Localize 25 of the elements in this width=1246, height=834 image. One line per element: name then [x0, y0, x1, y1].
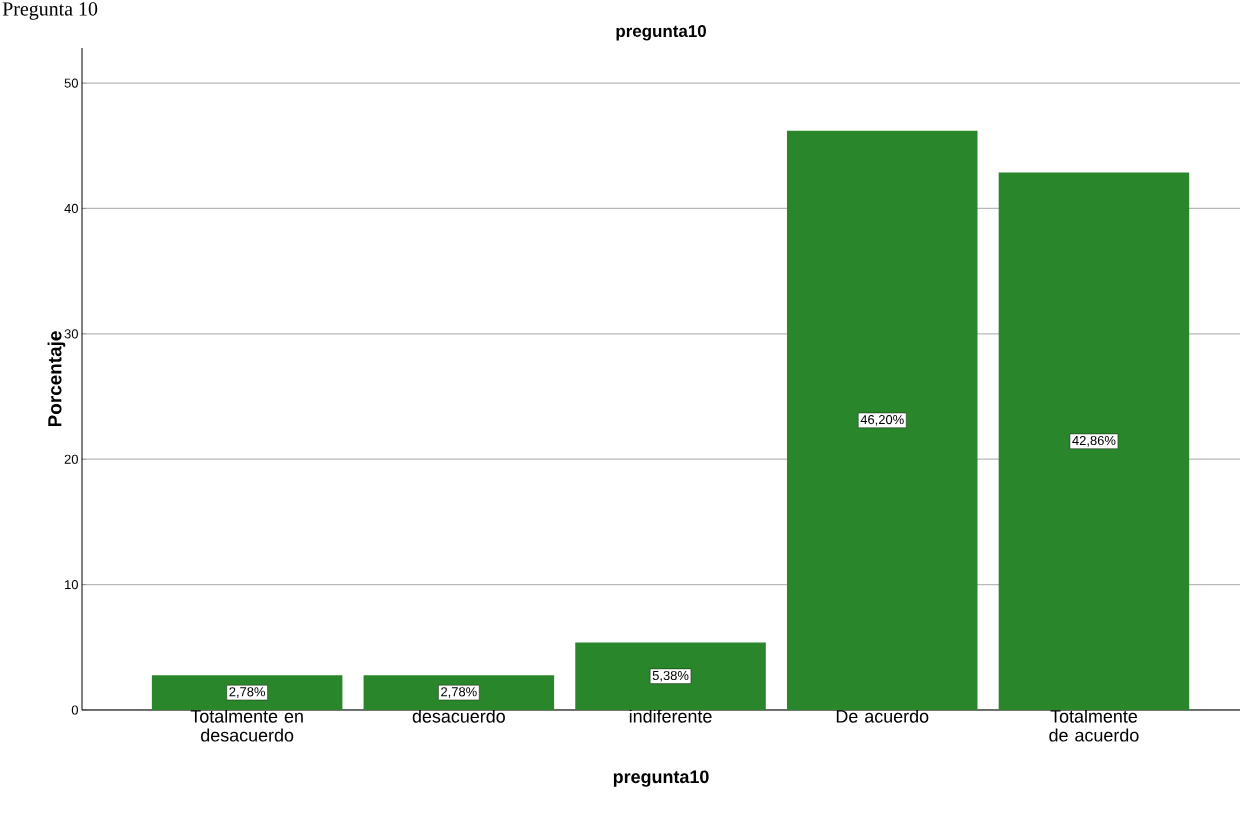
x-axis-title: pregunta10 — [613, 770, 709, 787]
y-axis-title: Porcentaje — [47, 331, 66, 427]
bar — [575, 642, 766, 710]
y-tick-label: 0 — [71, 705, 78, 715]
data-label: 42,86% — [1072, 435, 1116, 447]
x-tick-label: desacuerdo — [412, 709, 505, 723]
text: Pregunta 10 — [2, 2, 98, 20]
data-label: 46,20% — [860, 415, 904, 426]
data-label: 5,38% — [652, 670, 689, 682]
bar — [786, 130, 978, 710]
data-label: 2,78% — [229, 687, 266, 698]
x-tick-label: indiferente — [629, 709, 712, 723]
bar — [363, 675, 555, 710]
x-tick-label: Totalmente en desacuerdo — [190, 709, 303, 742]
data-label: 2,78% — [441, 687, 477, 698]
bar — [151, 675, 343, 710]
y-tick-label: 50 — [64, 78, 78, 88]
y-tick-label: 20 — [64, 454, 78, 464]
y-tick-label: 30 — [64, 329, 78, 339]
chart-title: pregunta10 — [616, 25, 706, 41]
x-tick-label: Totalmente de acuerdo — [1049, 709, 1139, 742]
bar — [998, 172, 1190, 710]
y-tick-label: 40 — [64, 203, 78, 214]
x-tick-label: De acuerdo — [836, 709, 929, 723]
y-tick-label: 10 — [65, 580, 78, 590]
